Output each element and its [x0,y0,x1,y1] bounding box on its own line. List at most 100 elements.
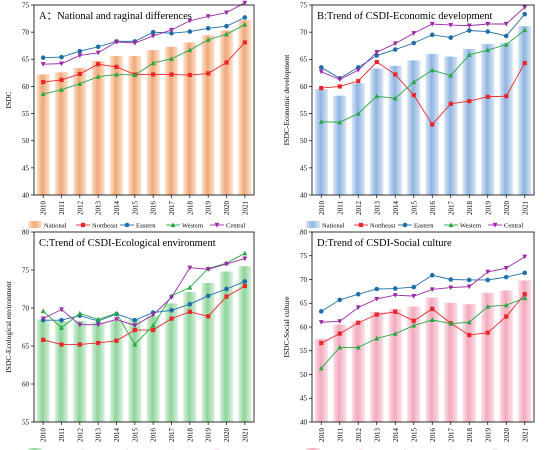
point-eastern [77,48,83,54]
y-tick-label: 70 [300,276,308,284]
x-tick-label: 2016 [150,201,158,216]
y-tick-label: 60 [22,380,30,388]
point-central [242,0,248,6]
legend-swatch-bar [28,448,42,450]
bar-national [333,324,347,422]
point-northeast [77,71,82,77]
y-axis-label: ISDC-Ecological environment [4,280,13,372]
point-northeast [242,40,247,45]
inverted-triangle-marker-icon [492,222,498,228]
x-tick-label: 2018 [186,201,194,216]
y-tick-label: 45 [22,164,30,172]
point-western [77,310,83,316]
point-eastern [448,277,454,282]
legend: National Northeast Eastern Western Central [28,221,245,229]
plot-frame [311,4,535,196]
y-axis-label: ISDC [4,91,13,108]
point-eastern [374,53,380,58]
circle-marker-icon [402,222,408,228]
point-eastern [485,29,491,34]
point-western [374,335,380,341]
legend-item-western: Western [166,222,204,229]
bar-national [36,74,50,195]
point-western [150,322,156,328]
point-northeast [522,60,527,66]
point-eastern [318,309,324,314]
y-tick-label: 75 [22,266,30,274]
x-tick-label: 2017 [447,201,455,216]
point-western [77,81,83,86]
bar-national [164,303,179,422]
point-central [429,287,435,293]
point-northeast [114,338,119,343]
chart-panel-c: 55 60 65 70 75 80 2010 2011 2012 2013 2014 2015 2016… [4,228,255,450]
x-tick-label: 2018 [466,201,474,216]
point-eastern [59,317,64,323]
point-eastern [187,301,193,307]
point-central [224,10,229,16]
point-central [205,14,211,19]
legend-swatch-bar [306,221,320,228]
bar-national [219,30,234,196]
legend-label: Western [460,222,482,229]
y-tick-label: 55 [300,347,308,355]
legend-label: Western [182,222,204,229]
point-central [114,39,119,45]
point-northeast [114,64,119,69]
bar-national [462,304,476,422]
point-northeast [224,294,229,299]
point-western [318,119,324,124]
x-tick-label: 2012 [76,201,84,216]
x-tick-label: 2010 [40,201,48,216]
legend-item-central: Central [488,222,523,229]
point-western [114,310,119,316]
bar-national [351,83,365,195]
chart-panel-d: 40 45 50 55 60 65 70 75 80 2010 2011 2012 2013 2014 20… [282,228,535,450]
triangle-marker-icon [170,222,176,228]
point-northeast [187,309,192,314]
legend-item-northeast: Northeast [76,222,117,229]
plot-frame [33,4,255,196]
point-western [429,67,435,73]
bar-national [238,266,252,422]
bar-national [444,56,458,196]
x-tick-label: 2021 [241,200,249,215]
bar-national [183,292,197,422]
point-eastern [224,286,229,292]
point-central [374,296,380,302]
x-tick-label: 2019 [205,428,213,443]
bar-national [128,319,142,422]
point-northeast [132,327,137,333]
point-central [59,307,64,313]
y-tick-label: 75 [22,1,30,9]
bar-national [238,20,252,196]
point-eastern [522,11,528,17]
point-eastern [466,277,472,283]
series-line-western [320,297,525,369]
y-tick-label: 45 [300,395,308,403]
point-northeast [448,101,453,106]
point-central [429,21,435,27]
point-central [318,69,324,75]
point-western [95,316,101,322]
x-tick-label: 2018 [186,428,194,443]
point-northeast [59,77,64,83]
x-tick-label: 2013 [373,428,381,443]
x-tick-label: 2017 [168,201,176,216]
bar-national [314,89,328,195]
series-line-western [42,252,246,346]
bar-national [146,315,160,422]
y-tick-label: 45 [300,164,308,172]
triangle-marker-icon [448,222,454,228]
point-central [187,265,193,271]
x-tick-label: 2015 [131,201,139,216]
y-tick-label: 80 [22,228,30,236]
point-western [374,93,380,99]
bar-national [54,72,69,195]
series-line-eastern [321,13,526,79]
bar-national [91,322,105,422]
bar-national [351,321,365,422]
series-line-central [321,6,526,80]
x-tick-label: 2020 [223,428,231,443]
point-central [59,61,64,67]
